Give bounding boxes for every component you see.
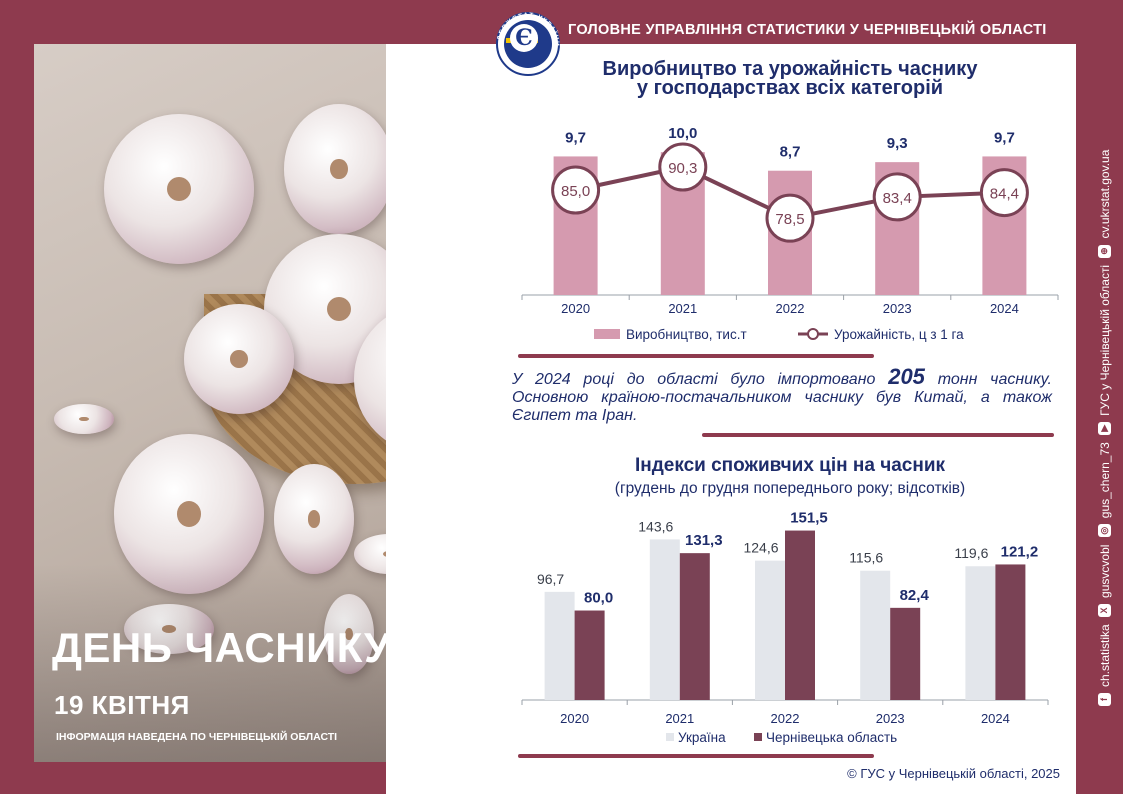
social-sidebar: fch.statistika Xgusvcvobl ◎gus_chern_73 … — [1097, 150, 1112, 710]
youtube-handle[interactable]: ГУС у Чернівецькій області — [1097, 264, 1112, 416]
production-label: 9,7 — [994, 129, 1015, 146]
region-label: 131,3 — [685, 532, 723, 549]
garlic-clove — [324, 594, 374, 674]
poster-date: 19 КВІТНЯ — [54, 690, 190, 720]
yield-label: 78,5 — [775, 211, 804, 228]
legend-marker-yield — [807, 328, 819, 340]
garlic-bulb — [184, 304, 294, 414]
x-tick-label: 2021 — [668, 301, 697, 316]
yield-point — [551, 165, 601, 215]
legend-swatch-region — [754, 733, 762, 741]
instagram-icon[interactable]: ◎ — [1098, 524, 1112, 538]
instagram-handle[interactable]: gus_chern_73 — [1097, 442, 1112, 519]
legend-label-ukraine: Україна — [678, 730, 726, 745]
legend-swatch-production — [594, 329, 620, 339]
production-label: 9,3 — [887, 135, 908, 152]
x-tick-label: 2024 — [990, 301, 1019, 316]
divider-rule — [518, 754, 874, 758]
ukraine-label: 115,6 — [849, 550, 883, 566]
x-tick-label: 2021 — [665, 711, 694, 726]
region-label: 151,5 — [790, 510, 828, 527]
garlic-bulb — [284, 104, 394, 234]
youtube-icon[interactable]: ▶ — [1098, 421, 1112, 435]
yield-label: 83,4 — [883, 190, 912, 207]
region-bar — [890, 607, 921, 700]
website-link[interactable]: cv.ukrstat.gov.ua — [1097, 149, 1112, 239]
production-yield-chart: 9,7 2020 10,0 2021 8,7 2022 9,3 2023 9,7 2024 85,0… — [521, 125, 1059, 342]
ukraine-bar — [544, 591, 575, 700]
x-tick-label: 2022 — [771, 711, 800, 726]
x-tick-label: 2020 — [560, 711, 589, 726]
production-label: 8,7 — [780, 144, 801, 161]
svg-text:ДЕРЖСТАТ УКРАЇНИ: ДЕРЖСТАТ УКРАЇНИ — [496, 12, 560, 47]
production-label: 9,7 — [565, 129, 586, 146]
x-handle[interactable]: gusvcvobl — [1097, 544, 1112, 598]
garlic-clove — [274, 464, 354, 574]
garlic-bulb — [114, 434, 264, 594]
divider-rule — [702, 433, 1054, 437]
legend-swatch-ukraine — [666, 733, 674, 741]
region-bar — [574, 610, 605, 700]
chart1-title: Виробництво та урожайність часнику у гос… — [520, 58, 1060, 99]
region-label: 80,0 — [584, 590, 613, 607]
ukraine-bar — [649, 539, 680, 700]
poster-note: ІНФОРМАЦІЯ НАВЕДЕНА ПО ЧЕРНІВЕЦЬКІЙ ОБЛА… — [56, 731, 338, 743]
yield-label: 85,0 — [561, 183, 590, 200]
x-tick-label: 2022 — [776, 301, 805, 316]
ukraine-bar — [860, 570, 891, 700]
chart1-title-line1: Виробництво та урожайність часнику — [602, 58, 978, 80]
import-text-before: У 2024 році до області було імпортовано — [512, 371, 889, 388]
production-label: 10,0 — [668, 125, 697, 142]
yield-label: 90,3 — [668, 160, 697, 177]
x-tick-label: 2023 — [883, 301, 912, 316]
garlic-clove — [124, 604, 214, 654]
divider-rule — [518, 354, 874, 358]
logo-text-ring: ДЕРЖСТАТ УКРАЇНИ — [496, 12, 560, 47]
logo-mark: Є — [510, 24, 538, 52]
copyright: © ГУС у Чернівецькій області, 2025 — [847, 766, 1060, 781]
ukraine-label: 119,6 — [954, 545, 988, 561]
x-tick-label: 2020 — [561, 301, 590, 316]
poster-title: ДЕНЬ ЧАСНИКУ — [52, 624, 391, 671]
yield-point — [765, 193, 815, 243]
legend-label-production: Виробництво, тис.т — [626, 327, 747, 342]
logo: Є ДЕРЖСТАТ УКРАЇНИ — [496, 12, 560, 76]
chart2-subtitle: (грудень до грудня попереднього року; ві… — [614, 480, 966, 497]
chart1-title-line2: у господарствах всіх категорій — [636, 77, 944, 99]
x-icon[interactable]: X — [1098, 603, 1112, 617]
x-tick-label: 2023 — [876, 711, 905, 726]
region-bar — [679, 553, 710, 700]
x-tick-label: 2024 — [981, 711, 1010, 726]
facebook-icon[interactable]: f — [1098, 693, 1112, 706]
facebook-handle[interactable]: ch.statistika — [1097, 624, 1112, 687]
ukraine-bar — [755, 560, 785, 700]
yield-point — [658, 142, 708, 192]
price-index-chart: 96,7 80,0 2020 143,6 131,3 2021 124,6 151,5 2022… — [521, 510, 1049, 745]
legend-label-yield: Урожайність, ц з 1 га — [834, 327, 964, 342]
yield-label: 84,4 — [990, 186, 1019, 203]
yield-point — [872, 172, 922, 222]
import-amount: 205 — [888, 364, 925, 389]
region-bar — [995, 564, 1026, 700]
chart2-title: Індекси споживчих цін на часник — [634, 455, 946, 476]
globe-icon[interactable]: ⊕ — [1098, 244, 1112, 258]
yield-point — [979, 168, 1029, 218]
garlic-clove — [54, 404, 114, 434]
ukraine-label: 143,6 — [638, 518, 673, 534]
region-label: 121,2 — [1001, 543, 1039, 560]
region-label: 82,4 — [900, 587, 930, 604]
region-bar — [785, 530, 815, 700]
garlic-bulb — [104, 114, 254, 264]
info-panel — [386, 44, 1076, 794]
logo-text: ДЕРЖСТАТ УКРАЇНИ — [496, 12, 559, 47]
legend-label-region: Чернівецька область — [766, 730, 897, 745]
import-info: У 2024 році до області було імпортовано … — [512, 366, 1052, 425]
ukraine-bar — [965, 566, 996, 700]
ukraine-label: 96,7 — [537, 571, 564, 587]
ukraine-label: 124,6 — [743, 540, 778, 556]
import-text-after: тонн часнику. Основною країною-постачаль… — [512, 371, 1052, 424]
org-title: ГОЛОВНЕ УПРАВЛІННЯ СТАТИСТИКИ У ЧЕРНІВЕЦ… — [568, 22, 1047, 38]
